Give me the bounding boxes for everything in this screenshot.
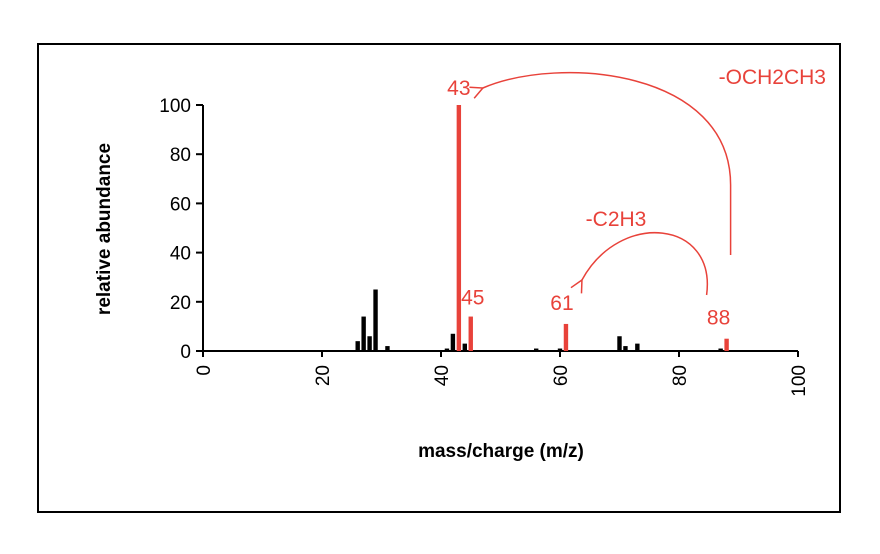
bar <box>355 341 360 351</box>
y-tick-label: 80 <box>170 145 191 166</box>
bar <box>444 348 450 351</box>
bar <box>623 346 628 351</box>
bar <box>718 348 723 351</box>
bar <box>468 316 473 351</box>
annotations: -OCH2CH3 -C2H3 <box>483 66 826 296</box>
bar <box>635 343 640 351</box>
annotation-och2ch3-label: -OCH2CH3 <box>719 66 826 89</box>
y-tick-label: 60 <box>170 194 191 215</box>
y-tick-label: 0 <box>180 342 191 363</box>
bar <box>724 338 729 351</box>
x-tick-label: 20 <box>313 365 334 386</box>
bar <box>462 343 467 351</box>
x-ticks: 0 20 40 60 80 100 <box>194 351 810 397</box>
bar <box>534 348 539 351</box>
y-ticks: 0 20 40 60 80 100 <box>159 96 203 363</box>
bar <box>373 289 378 351</box>
peak-label: 45 <box>461 287 484 310</box>
bar <box>563 323 569 351</box>
x-tick-label: 100 <box>789 365 810 397</box>
bar <box>557 348 563 351</box>
bar <box>361 316 366 351</box>
bar <box>385 346 390 351</box>
y-axis-label: relative abundance <box>94 143 115 315</box>
y-tick-label: 20 <box>170 293 191 314</box>
bars <box>355 105 729 351</box>
bar <box>367 336 372 351</box>
arrow-loss-c2h3 <box>582 232 709 296</box>
peak-label: 88 <box>707 307 730 330</box>
x-tick-label: 40 <box>432 365 453 386</box>
bar <box>617 336 622 351</box>
bar <box>456 105 462 351</box>
annotation-c2h3-label: -C2H3 <box>586 208 647 231</box>
bar <box>450 333 456 351</box>
x-tick-label: 0 <box>194 365 215 376</box>
x-tick-label: 80 <box>670 365 691 386</box>
y-tick-label: 40 <box>170 244 191 265</box>
axes <box>202 105 798 352</box>
arrow-loss-och2ch3 <box>483 71 732 255</box>
x-tick-label: 60 <box>551 365 572 386</box>
y-tick-label: 100 <box>159 96 191 117</box>
peak-label: 43 <box>447 77 470 100</box>
x-axis-label: mass/charge (m/z) <box>418 441 584 462</box>
peak-labels: 43 45 61 88 <box>447 77 730 330</box>
peak-label: 61 <box>550 292 573 315</box>
